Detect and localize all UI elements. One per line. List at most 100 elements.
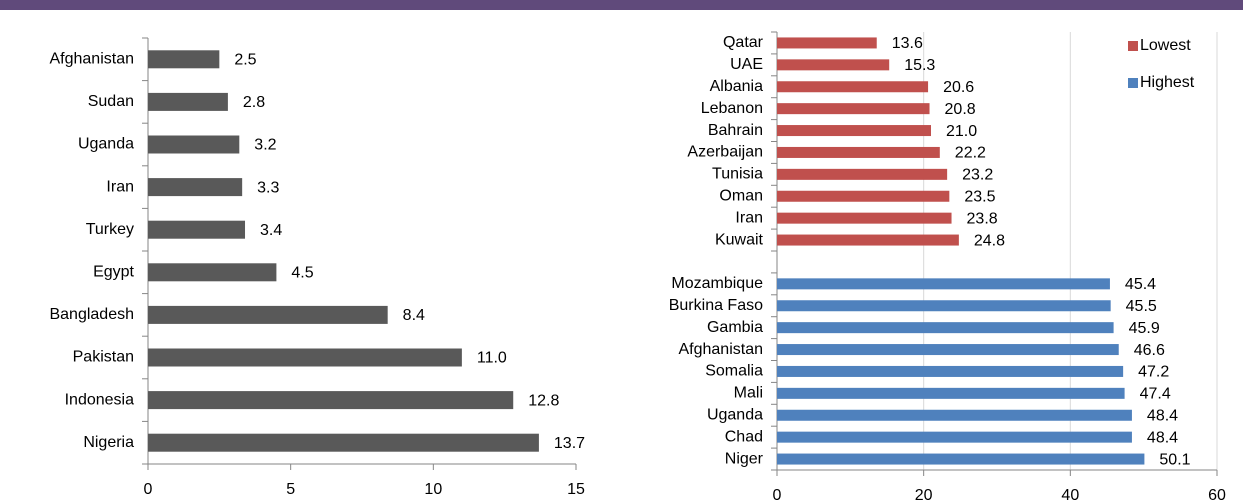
bar — [777, 409, 1132, 421]
x-tick-label: 5 — [286, 481, 295, 498]
bar — [777, 103, 930, 115]
bar — [777, 431, 1132, 443]
data-label: 23.5 — [964, 188, 995, 205]
bar — [148, 220, 246, 239]
bar — [777, 81, 929, 93]
y-tick-label: Mozambique — [671, 275, 763, 292]
y-tick-label: Niger — [725, 450, 764, 467]
y-tick-label: Burkina Faso — [669, 297, 763, 314]
data-label: 3.4 — [260, 222, 282, 239]
bar — [148, 135, 240, 154]
bar — [777, 168, 948, 180]
bar — [777, 344, 1119, 356]
y-tick-label: Mali — [734, 385, 763, 402]
data-label: 2.5 — [234, 52, 256, 69]
bar — [777, 300, 1111, 312]
y-tick-label: Pakistan — [73, 349, 134, 366]
y-tick-label: Bangladesh — [49, 306, 134, 323]
data-label: 22.2 — [955, 145, 986, 162]
bar — [148, 263, 277, 282]
bar — [148, 348, 462, 367]
data-label: 48.4 — [1147, 407, 1178, 424]
bar — [777, 125, 931, 137]
bar — [148, 305, 388, 324]
y-tick-label: Oman — [719, 187, 763, 204]
y-tick-label: Bahrain — [708, 122, 763, 139]
y-tick-label: Kuwait — [715, 231, 764, 248]
legend-label: Lowest — [1140, 37, 1191, 54]
y-tick-label: Uganda — [78, 136, 134, 153]
y-tick-label: Lebanon — [701, 100, 763, 117]
bar — [777, 387, 1125, 399]
data-label: 45.9 — [1129, 320, 1160, 337]
bar — [777, 234, 959, 246]
x-tick-label: 0 — [773, 487, 782, 502]
header-bar — [0, 0, 1243, 10]
x-tick-label: 15 — [567, 481, 585, 498]
bar — [148, 50, 220, 69]
x-tick-label: 0 — [144, 481, 153, 498]
legend-label: Highest — [1140, 74, 1195, 91]
data-label: 45.4 — [1125, 276, 1156, 293]
data-label: 2.8 — [243, 94, 265, 111]
y-tick-label: Gambia — [707, 319, 763, 336]
x-tick-label: 40 — [1061, 487, 1079, 502]
data-label: 15.3 — [904, 57, 935, 74]
y-tick-label: Iran — [106, 178, 134, 195]
legend-swatch — [1128, 78, 1138, 88]
data-label: 45.5 — [1126, 298, 1157, 315]
data-label: 3.3 — [257, 179, 279, 196]
bar — [777, 278, 1110, 290]
data-label: 3.2 — [254, 137, 276, 154]
data-label: 50.1 — [1159, 451, 1190, 468]
y-tick-label: Egypt — [93, 264, 134, 281]
bar — [777, 365, 1124, 377]
bar — [777, 37, 877, 49]
bar — [777, 146, 940, 158]
data-label: 12.8 — [528, 392, 559, 409]
bar — [148, 433, 539, 452]
data-label: 23.2 — [962, 167, 993, 184]
y-tick-label: Albania — [710, 78, 763, 95]
bar — [148, 391, 514, 410]
data-label: 13.6 — [892, 35, 923, 52]
data-label: 47.2 — [1138, 364, 1169, 381]
y-tick-label: Nigeria — [83, 434, 134, 451]
y-tick-label: Qatar — [723, 34, 764, 51]
bar — [777, 453, 1145, 465]
data-label: 23.8 — [967, 210, 998, 227]
y-tick-label: Tunisia — [712, 166, 763, 183]
data-label: 47.4 — [1140, 386, 1171, 403]
y-tick-label: Somalia — [705, 363, 763, 380]
y-tick-label: Afghanistan — [49, 51, 134, 68]
x-tick-label: 20 — [915, 487, 933, 502]
y-tick-label: Sudan — [88, 93, 134, 110]
y-tick-label: Afghanistan — [678, 341, 763, 358]
data-label: 13.7 — [554, 435, 585, 452]
data-label: 24.8 — [974, 232, 1005, 249]
data-label: 20.6 — [943, 79, 974, 96]
bar — [777, 190, 950, 202]
bar — [777, 59, 890, 71]
x-tick-label: 60 — [1208, 487, 1226, 502]
data-label: 21.0 — [946, 123, 977, 140]
data-label: 46.6 — [1134, 342, 1165, 359]
bar — [777, 212, 952, 224]
data-label: 48.4 — [1147, 429, 1178, 446]
data-label: 20.8 — [945, 101, 976, 118]
data-label: 8.4 — [403, 307, 425, 324]
y-tick-label: Azerbaijan — [687, 144, 763, 161]
y-tick-label: Uganda — [707, 406, 763, 423]
data-label: 11.0 — [477, 350, 507, 367]
x-tick-label: 10 — [424, 481, 442, 498]
y-tick-label: Chad — [725, 428, 763, 445]
data-label: 4.5 — [291, 265, 313, 282]
y-tick-label: Turkey — [86, 221, 134, 238]
y-tick-label: UAE — [730, 56, 763, 73]
legend-swatch — [1128, 41, 1138, 51]
bar — [148, 178, 243, 197]
y-tick-label: Iran — [735, 209, 763, 226]
bar — [777, 322, 1114, 334]
bar — [148, 92, 228, 111]
